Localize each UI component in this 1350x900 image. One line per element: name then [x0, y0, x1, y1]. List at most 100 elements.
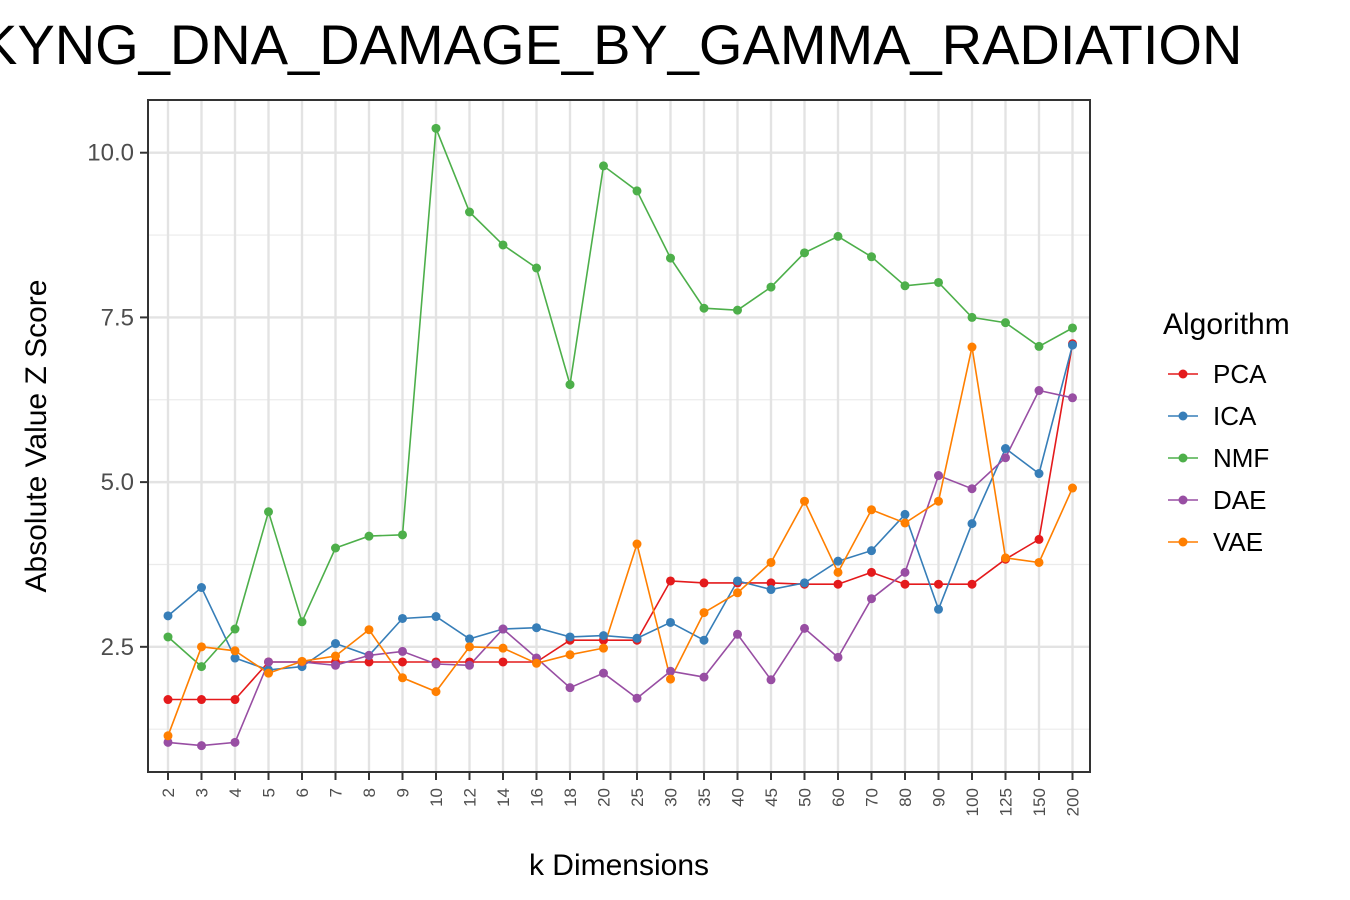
data-point-pca [833, 579, 843, 589]
data-point-pca [867, 567, 876, 577]
data-point-vae [532, 658, 541, 668]
x-tick-label: 30 [662, 788, 681, 807]
legend-label-vae: VAE [1213, 527, 1263, 557]
data-point-nmf [163, 632, 173, 642]
x-tick-label: 18 [561, 788, 580, 807]
data-point-ica [766, 585, 776, 595]
x-axis: 2 3 4 5 6 7 8 9 10 12 14 16 18 20 25 30 35 40 45 50 60 70 80 90… [159, 772, 1083, 816]
data-point-dae [967, 484, 977, 494]
y-tick-label: 10.0 [87, 140, 134, 167]
data-point-ica [230, 653, 240, 663]
data-point-nmf [766, 282, 776, 292]
data-point-vae [967, 342, 977, 352]
legend-key-point-pca [1178, 369, 1188, 379]
x-tick-label: 4 [226, 788, 245, 797]
x-tick-label: 3 [193, 788, 212, 797]
data-point-vae [1001, 553, 1010, 563]
data-point-dae [800, 623, 809, 633]
x-tick-label: 16 [528, 788, 547, 807]
data-point-pca [230, 695, 240, 705]
data-point-dae [565, 683, 575, 693]
y-tick-label: 5.0 [101, 469, 134, 496]
data-point-vae [934, 496, 943, 506]
plot-panel-background [148, 100, 1090, 772]
data-point-vae [800, 496, 809, 506]
data-point-nmf [1068, 323, 1077, 333]
data-point-ica [465, 634, 474, 644]
data-point-nmf [264, 507, 273, 517]
series-line-pca [168, 343, 1074, 701]
data-point-dae [867, 594, 876, 604]
data-point-dae [1068, 393, 1077, 403]
x-tick-label: 50 [796, 788, 815, 807]
data-point-ica [532, 623, 541, 633]
x-tick-label: 80 [896, 788, 915, 807]
data-point-ica [1068, 340, 1077, 350]
x-tick-label: 40 [729, 788, 748, 807]
data-point-vae [431, 687, 441, 697]
data-point-pca [364, 657, 374, 667]
series-line-ica [167, 344, 1074, 671]
data-point-ica [163, 611, 173, 621]
data-point-vae [364, 625, 374, 635]
y-tick-label: 2.5 [101, 634, 134, 661]
legend-label-pca: PCA [1213, 359, 1267, 389]
data-point-ica [431, 612, 441, 622]
x-tick-label: 20 [595, 788, 614, 807]
data-point-nmf [733, 305, 742, 315]
data-point-pca [900, 579, 910, 589]
data-point-pca [967, 579, 977, 589]
data-point-dae [465, 660, 474, 670]
data-point-vae [465, 642, 474, 652]
series-line-nmf [167, 128, 1073, 668]
x-axis-title: k Dimensions [529, 849, 709, 882]
data-point-vae [1068, 483, 1077, 493]
legend-label-nmf: NMF [1213, 443, 1269, 473]
data-point-dae [1001, 453, 1010, 463]
data-point-dae [197, 741, 206, 751]
x-tick-label: 150 [1030, 788, 1049, 816]
data-point-vae [733, 588, 742, 598]
data-point-dae [599, 668, 608, 678]
legend-label-ica: ICA [1213, 401, 1257, 431]
chart-title: KYNG_DNA_DAMAGE_BY_GAMMA_RADIATION [0, 10, 1350, 80]
legend-key-point-ica [1178, 411, 1188, 421]
x-tick-label: 200 [1064, 788, 1083, 816]
data-point-vae [867, 505, 876, 515]
data-point-nmf [900, 281, 910, 291]
data-point-dae [766, 675, 776, 685]
x-tick-label: 8 [360, 788, 379, 797]
x-tick-label: 9 [394, 788, 413, 797]
data-point-vae [163, 731, 173, 741]
data-point-nmf [498, 240, 508, 250]
data-point-dae [230, 737, 240, 747]
data-point-nmf [599, 161, 608, 171]
data-point-ica [632, 633, 642, 643]
data-point-vae [398, 673, 407, 683]
data-point-ica [934, 604, 943, 614]
data-point-ica [331, 639, 340, 649]
data-point-dae [699, 672, 709, 682]
data-point-pca [398, 657, 407, 667]
legend-label-dae: DAE [1213, 485, 1266, 515]
x-tick-label: 14 [494, 788, 513, 807]
data-point-ica [565, 632, 575, 642]
data-point-ica [1034, 469, 1044, 479]
plot-panel-border [147, 99, 1091, 773]
legend-title: Algorithm [1163, 308, 1290, 341]
data-point-nmf [833, 231, 843, 241]
data-point-ica [666, 617, 675, 627]
x-tick-label: 25 [628, 788, 647, 807]
data-point-nmf [465, 207, 474, 217]
data-point-vae [699, 608, 709, 618]
data-point-nmf [1034, 341, 1044, 351]
data-point-dae [666, 666, 675, 676]
data-point-nmf [230, 624, 240, 634]
y-tick-label: 7.5 [101, 304, 134, 331]
x-tick-label: 100 [963, 788, 982, 816]
data-point-vae [833, 567, 843, 577]
x-tick-label: 70 [863, 788, 882, 807]
data-point-dae [498, 624, 508, 634]
data-point-nmf [699, 303, 709, 313]
